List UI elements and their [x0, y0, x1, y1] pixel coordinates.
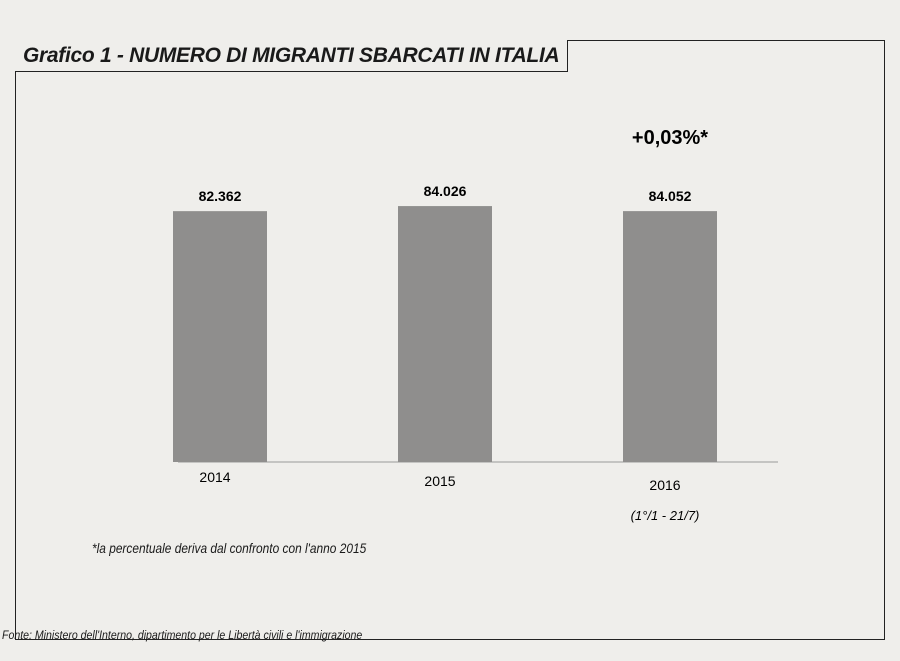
tick-sublabel-2016: (1°/1 - 21/7)	[631, 508, 700, 523]
title-box: Grafico 1 - NUMERO DI MIGRANTI SBARCATI …	[15, 40, 569, 72]
footnote: *la percentuale deriva dal confronto con…	[92, 540, 367, 556]
bar-2014	[173, 211, 267, 462]
tick-label-2014: 2014	[199, 469, 230, 485]
tick-label-2015: 2015	[424, 473, 455, 489]
data-label-2016: 84.052	[649, 188, 692, 204]
source-note: Fonte: Ministero dell'Interno, dipartime…	[2, 628, 363, 642]
bar-2015	[398, 206, 492, 462]
chart-title: Grafico 1 - NUMERO DI MIGRANTI SBARCATI …	[23, 43, 560, 67]
bar-2016	[623, 211, 717, 462]
change-annotation: +0,03%*	[632, 127, 708, 149]
tick-label-2016: 2016	[649, 477, 680, 493]
data-label-2015: 84.026	[424, 183, 467, 199]
data-label-2014: 82.362	[199, 188, 242, 204]
